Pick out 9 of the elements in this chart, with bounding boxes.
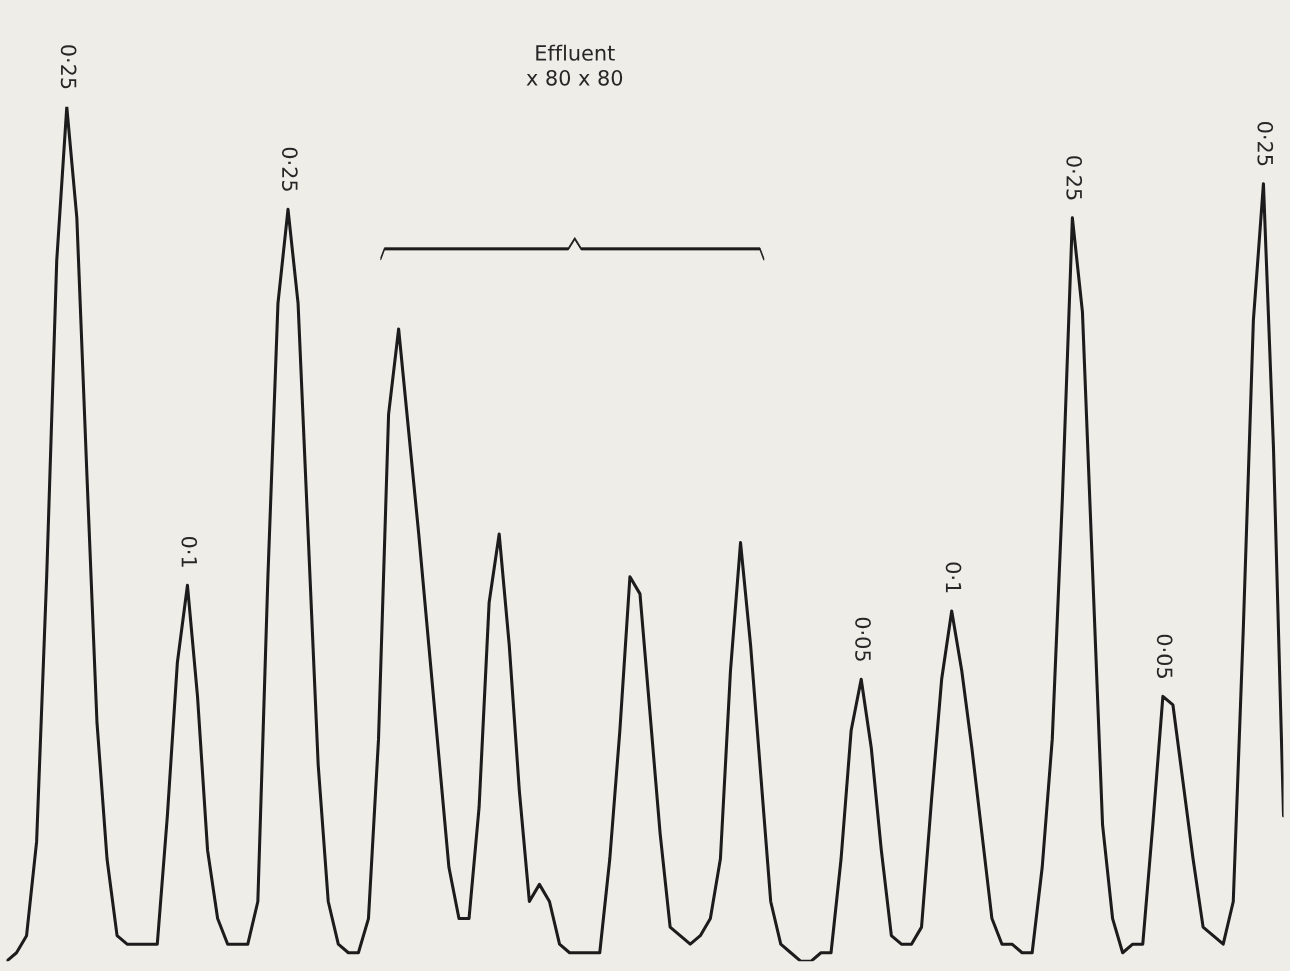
annotation: 0·05 (855, 617, 871, 661)
annotation: 0·25 (60, 45, 77, 89)
annotation: 0·05 (1156, 634, 1173, 678)
annotation: 0·1 (181, 536, 198, 567)
annotation: 0·25 (1066, 156, 1083, 200)
annotation: 0·1 (945, 562, 962, 593)
annotation: 0·25 (1257, 122, 1274, 166)
annotation: 0·25 (281, 147, 298, 191)
text: Effluent x 80 x 80 (526, 44, 623, 86)
